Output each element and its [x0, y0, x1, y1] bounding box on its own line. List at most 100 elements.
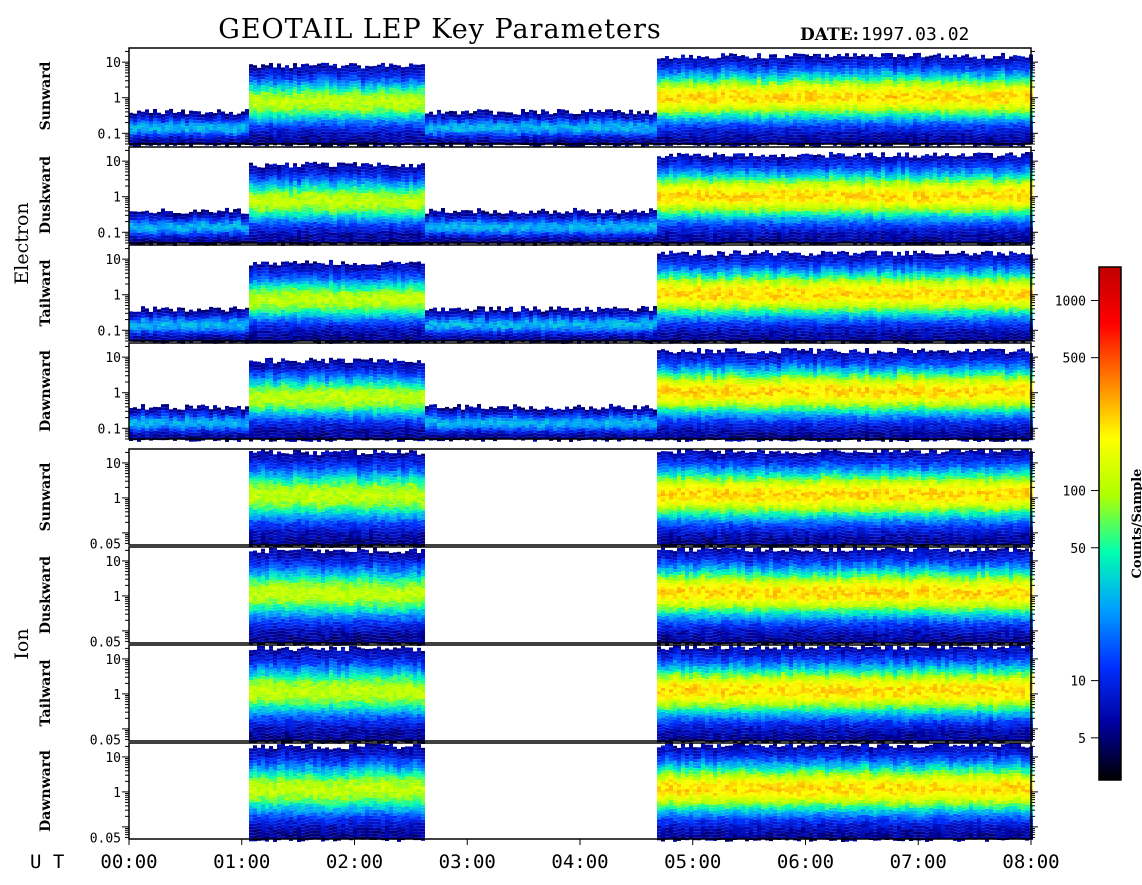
heatmap-cell [133, 132, 137, 135]
heatmap-cell [393, 110, 397, 113]
heatmap-cell [581, 119, 585, 122]
heatmap-cell [277, 85, 281, 88]
heatmap-cell [325, 66, 329, 69]
heatmap-cell [249, 70, 253, 73]
heatmap-cell [209, 127, 213, 130]
heatmap-cell [345, 71, 349, 74]
heatmap-cell [557, 130, 561, 133]
heatmap-cell [905, 75, 909, 78]
heatmap-cell [725, 116, 729, 119]
heatmap-cell [761, 64, 765, 67]
heatmap-cell [357, 77, 361, 80]
heatmap-cell [841, 65, 845, 68]
heatmap-cell [793, 101, 797, 104]
heatmap-cell [385, 118, 389, 121]
heatmap-cell [309, 98, 313, 101]
heatmap-cell [801, 132, 805, 135]
heatmap-cell [445, 136, 449, 139]
heatmap-cell [505, 133, 509, 136]
heatmap-cell [777, 73, 781, 76]
heatmap-cell [709, 82, 713, 85]
heatmap-cell [473, 111, 477, 114]
heatmap-cell [309, 128, 313, 131]
heatmap-cell [341, 87, 345, 90]
heatmap-cell [797, 114, 801, 117]
heatmap-cell [329, 107, 333, 110]
heatmap-cell [685, 130, 689, 133]
heatmap-cell [745, 117, 749, 120]
heatmap-cell [869, 105, 873, 108]
heatmap-cell [389, 139, 393, 142]
heatmap-cell [261, 136, 265, 139]
heatmap-cell [793, 128, 797, 131]
heatmap-cell [861, 66, 865, 69]
heatmap-cell [873, 60, 877, 63]
heatmap-cell [285, 128, 289, 131]
heatmap-cell [897, 102, 901, 105]
heatmap-cell [705, 83, 709, 86]
heatmap-cell [261, 76, 265, 79]
heatmap-cell [473, 132, 477, 135]
heatmap-cell [413, 107, 417, 110]
heatmap-cell [373, 138, 377, 141]
heatmap-cell [473, 123, 477, 126]
heatmap-cell [265, 95, 269, 98]
heatmap-cell [265, 107, 269, 110]
heatmap-cell [469, 122, 473, 125]
heatmap-cell [413, 65, 417, 68]
heatmap-cell [805, 115, 809, 118]
heatmap-cell [441, 135, 445, 138]
heatmap-cell [325, 87, 329, 90]
heatmap-cell [329, 122, 333, 125]
heatmap-cell [729, 62, 733, 65]
heatmap-cell [417, 83, 421, 86]
heatmap-cell [753, 106, 757, 109]
heatmap-cell [533, 141, 537, 144]
heatmap-cell [345, 131, 349, 134]
heatmap-cell [237, 126, 241, 129]
heatmap-cell [717, 115, 721, 118]
heatmap-cell [345, 83, 349, 86]
heatmap-cell [713, 86, 717, 89]
heatmap-cell [717, 82, 721, 85]
heatmap-cell [353, 102, 357, 105]
heatmap-cell [733, 96, 737, 99]
heatmap-cell [321, 114, 325, 117]
heatmap-cell [705, 56, 709, 59]
heatmap-cell [773, 108, 777, 111]
heatmap-cell [905, 114, 909, 117]
heatmap-cell [661, 88, 665, 91]
heatmap-cell [193, 138, 197, 141]
heatmap-cell [873, 108, 877, 111]
heatmap-cell [693, 65, 697, 68]
heatmap-cell [837, 57, 841, 60]
heatmap-cell [161, 129, 165, 132]
heatmap-cell [261, 106, 265, 109]
heatmap-cell [289, 95, 293, 98]
heatmap-cell [545, 135, 549, 138]
heatmap-cell [397, 104, 401, 107]
heatmap-cell [505, 124, 509, 127]
heatmap-cell [873, 126, 877, 129]
heatmap-cell [389, 130, 393, 133]
heatmap-cell [629, 110, 633, 113]
heatmap-cell [773, 135, 777, 138]
heatmap-cell [897, 135, 901, 138]
heatmap-cell [765, 119, 769, 122]
heatmap-cell [377, 119, 381, 122]
heatmap-cell [705, 125, 709, 128]
heatmap-cell [897, 72, 901, 75]
heatmap-cell [149, 128, 153, 131]
heatmap-cell [453, 135, 457, 138]
heatmap-cell [409, 81, 413, 84]
heatmap-cell [417, 89, 421, 92]
heatmap-cell [357, 110, 361, 113]
heatmap-cell [609, 136, 613, 139]
heatmap-cell [833, 95, 837, 98]
heatmap-cell [605, 139, 609, 142]
heatmap-cell [885, 140, 889, 143]
heatmap-cell [765, 68, 769, 71]
heatmap-cell [485, 112, 489, 115]
heatmap-cell [669, 62, 673, 65]
heatmap-cell [365, 129, 369, 132]
